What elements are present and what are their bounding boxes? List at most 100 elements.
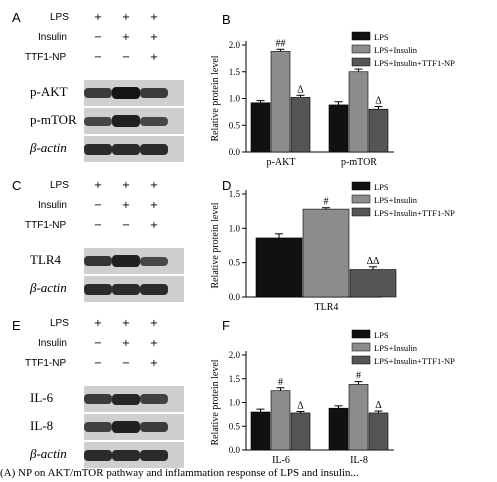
legend-label: LPS+Insulin (374, 45, 418, 55)
y-tick-label: 1.0 (229, 398, 241, 408)
legend-label: LPS (374, 32, 389, 42)
legend-swatch (351, 44, 371, 54)
panel-label-e: E (12, 318, 21, 333)
legend-label: LPS+Insulin (374, 343, 418, 353)
blot-band (84, 88, 112, 98)
panel-label-d: D (222, 178, 232, 193)
blot-band (140, 143, 168, 155)
band-label: TLR4 (30, 252, 62, 267)
bar (290, 97, 311, 153)
x-category-label: IL-6 (272, 455, 290, 466)
blot-band (112, 87, 140, 99)
blot-band (84, 116, 112, 126)
legend-swatch (351, 31, 371, 41)
y-tick-label: 1.0 (229, 223, 241, 233)
x-category-label: p-AKT (267, 157, 296, 168)
blot-band (140, 116, 168, 126)
bar (290, 412, 311, 451)
treatment-sign: − (93, 52, 103, 63)
blot-band (84, 143, 112, 155)
blot-band (140, 449, 168, 461)
bar (270, 51, 291, 153)
x-category-label: IL-8 (350, 455, 368, 466)
blot-band (140, 88, 168, 98)
blot-band (84, 449, 112, 461)
legend-swatch (351, 207, 371, 217)
panel-label-b: B (222, 12, 231, 27)
treatment-sign: + (149, 200, 159, 211)
treatment-sign: + (93, 180, 103, 191)
treatment-sign: + (149, 32, 159, 43)
band-label: β-actin (30, 140, 67, 155)
treatment-sign: − (93, 200, 103, 211)
blot-band (112, 143, 140, 155)
y-tick-label: 0.0 (229, 147, 241, 157)
treatment-label: LPS (50, 12, 69, 23)
treatment-sign: + (121, 318, 131, 329)
treatment-sign: + (121, 12, 131, 23)
legend-swatch (351, 181, 371, 191)
significance-mark: Δ (375, 400, 382, 411)
blot-band (84, 283, 112, 295)
bar (368, 412, 389, 451)
treatment-sign: + (93, 12, 103, 23)
panel-label-f: F (222, 318, 230, 333)
treatment-sign: + (149, 180, 159, 191)
blot-band (112, 421, 140, 433)
y-tick-label: 0.5 (229, 258, 241, 268)
blot-band (140, 394, 168, 404)
panel-label-a: A (12, 10, 21, 25)
blot-band (140, 256, 168, 266)
y-tick-label: 0.0 (229, 292, 241, 302)
treatment-sign: + (121, 180, 131, 191)
chart-b: 0.0 0.5 1.0 1.5 2.0 Relative protein level ## Δ… (210, 31, 455, 168)
bar (368, 108, 389, 153)
significance-mark: # (356, 371, 361, 382)
bar (328, 407, 349, 451)
blot-band (140, 283, 168, 295)
bar (328, 104, 349, 153)
blot-band (112, 449, 140, 461)
bar (255, 237, 303, 298)
significance-mark: Δ (297, 401, 304, 412)
band-label: IL-6 (30, 390, 54, 405)
treatment-label: TTF1-NP (25, 52, 67, 63)
band-label: β-actin (30, 446, 67, 461)
band-label: IL-8 (30, 418, 54, 433)
bar (302, 208, 350, 298)
significance-mark: # (324, 197, 329, 208)
treatment-sign: + (149, 338, 159, 349)
treatment-sign: + (149, 318, 159, 329)
y-tick-label: 0.0 (229, 445, 241, 455)
figure-caption: (A) NP on AKT/mTOR pathway and inflammat… (0, 467, 359, 479)
treatment-label: TTF1-NP (25, 220, 67, 231)
y-tick-label: 1.5 (229, 189, 241, 199)
blot-band (112, 255, 140, 267)
bar (250, 411, 271, 451)
panel-label-c: C (12, 178, 22, 193)
bar (348, 384, 369, 451)
legend-label: LPS+Insulin+TTF1-NP (374, 356, 455, 366)
legend-swatch (351, 329, 371, 339)
y-axis-label: Relative protein level (210, 359, 221, 445)
blot-band (112, 115, 140, 127)
treatment-sign: + (149, 52, 159, 63)
legend-swatch (351, 355, 371, 365)
treatment-label: TTF1-NP (25, 358, 67, 369)
y-tick-label: 1.5 (229, 374, 241, 384)
legend-label: LPS+Insulin (374, 195, 418, 205)
band-label: p-AKT (30, 84, 68, 99)
x-category-label: p-mTOR (341, 157, 377, 168)
treatment-sign: − (93, 32, 103, 43)
x-category-label: TLR4 (315, 302, 339, 313)
band-label: β-actin (30, 280, 67, 295)
legend-label: LPS+Insulin+TTF1-NP (374, 208, 455, 218)
bar (349, 269, 397, 298)
y-tick-label: 2.0 (229, 40, 241, 50)
band-label: p-mTOR (30, 112, 77, 127)
bar (250, 102, 271, 153)
treatment-label: Insulin (38, 32, 67, 43)
significance-mark: ## (276, 38, 286, 49)
treatment-sign: + (121, 338, 131, 349)
blot-band (140, 422, 168, 432)
